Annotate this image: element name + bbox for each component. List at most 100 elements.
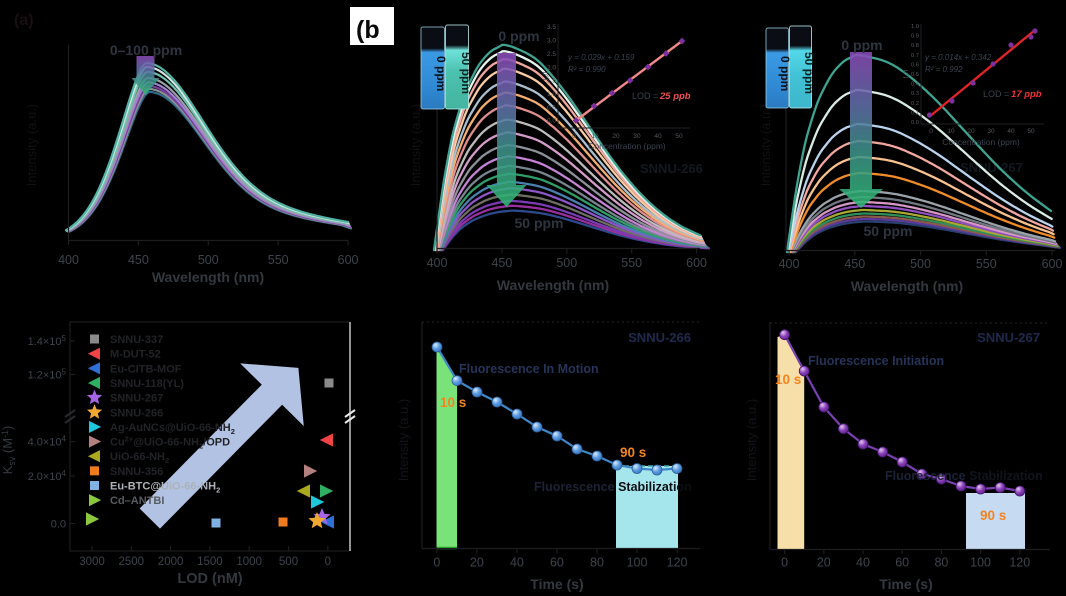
svg-text:3000: 3000 xyxy=(79,556,105,568)
svg-text:20: 20 xyxy=(967,128,975,135)
svg-text:4.0×104: 4.0×104 xyxy=(28,435,67,449)
svg-text:120: 120 xyxy=(667,556,688,570)
svg-text:100: 100 xyxy=(970,556,991,570)
svg-text:SNNU-266: SNNU-266 xyxy=(628,330,691,345)
svg-text:90 s: 90 s xyxy=(620,445,646,460)
svg-text:Concentration (ppm): Concentration (ppm) xyxy=(588,141,666,151)
svg-text:400: 400 xyxy=(427,256,448,270)
svg-text:80: 80 xyxy=(934,556,948,570)
svg-text:0: 0 xyxy=(572,133,576,140)
svg-text:500: 500 xyxy=(556,256,577,270)
svg-text:1.0: 1.0 xyxy=(547,91,556,98)
svg-text:0 ppm: 0 ppm xyxy=(498,28,539,44)
svg-text:30: 30 xyxy=(633,133,641,140)
svg-text:y = 0.014x + 0.342: y = 0.014x + 0.342 xyxy=(924,53,992,62)
svg-text:2.0: 2.0 xyxy=(547,64,556,71)
svg-text:Time (s): Time (s) xyxy=(530,576,583,592)
svg-text:1.4×105: 1.4×105 xyxy=(28,334,67,348)
svg-text:Time (s): Time (s) xyxy=(879,576,932,592)
svg-text:M-DUT-52: M-DUT-52 xyxy=(110,349,161,361)
svg-text:0.0: 0.0 xyxy=(51,519,66,531)
svg-text:450: 450 xyxy=(491,256,512,270)
svg-text:2500: 2500 xyxy=(119,556,145,568)
svg-text:R² = 0.990: R² = 0.990 xyxy=(568,65,606,74)
svg-text:0.1: 0.1 xyxy=(911,110,919,116)
svg-text:SNNU-267: SNNU-267 xyxy=(960,160,1023,175)
svg-text:50: 50 xyxy=(675,133,683,140)
svg-text:Ag-AuNCs@UiO-66-NH2: Ag-AuNCs@UiO-66-NH2 xyxy=(110,422,235,436)
svg-text:Cd–ANTBI: Cd–ANTBI xyxy=(110,495,164,507)
svg-text:SNNU-337: SNNU-337 xyxy=(110,334,163,346)
svg-text:0.7: 0.7 xyxy=(911,53,919,59)
svg-text:50 ppm: 50 ppm xyxy=(459,52,473,94)
svg-text:1.0: 1.0 xyxy=(911,24,919,30)
svg-text:SNNU-267: SNNU-267 xyxy=(977,330,1040,345)
svg-text:400: 400 xyxy=(779,257,800,271)
svg-text:10 s: 10 s xyxy=(440,395,466,410)
svg-text:Fluorescence In Motion: Fluorescence In Motion xyxy=(459,362,599,376)
svg-text:0.5: 0.5 xyxy=(547,104,556,111)
svg-text:2000: 2000 xyxy=(158,556,184,568)
svg-text:50 ppm: 50 ppm xyxy=(802,52,816,94)
svg-text:Intensity (a.u.): Intensity (a.u.) xyxy=(408,104,423,186)
svg-text:50 ppm: 50 ppm xyxy=(863,223,912,239)
svg-text:20: 20 xyxy=(612,133,620,140)
svg-text:0.0: 0.0 xyxy=(547,118,556,125)
svg-text:Intensity (a.u.): Intensity (a.u.) xyxy=(744,399,759,481)
svg-text:500: 500 xyxy=(279,556,298,568)
svg-text:0.9: 0.9 xyxy=(911,34,919,40)
svg-text:40: 40 xyxy=(510,556,524,570)
svg-text:0: 0 xyxy=(433,556,440,570)
svg-text:0.8: 0.8 xyxy=(911,43,919,49)
svg-text:450: 450 xyxy=(844,257,865,271)
svg-text:20: 20 xyxy=(817,556,831,570)
svg-text:0–100 ppm: 0–100 ppm xyxy=(110,42,182,58)
svg-text:10 s: 10 s xyxy=(775,372,801,387)
svg-text:3.5: 3.5 xyxy=(547,24,556,31)
svg-text:Intensity (a.u.): Intensity (a.u.) xyxy=(396,399,411,481)
svg-text:400: 400 xyxy=(58,253,79,267)
svg-text:550: 550 xyxy=(621,256,642,270)
svg-text:0.2: 0.2 xyxy=(911,101,919,107)
svg-text:SNNU-267: SNNU-267 xyxy=(110,393,163,405)
svg-text:100: 100 xyxy=(627,556,648,570)
svg-text:0: 0 xyxy=(929,128,933,135)
svg-text:Fluorescence Stabilization: Fluorescence Stabilization xyxy=(885,469,1043,483)
svg-text:10: 10 xyxy=(947,128,955,135)
svg-text:0: 0 xyxy=(325,556,331,568)
svg-text:Eu-BTC@UiO-66-NH2: Eu-BTC@UiO-66-NH2 xyxy=(110,481,220,495)
svg-text:Wavelength (nm): Wavelength (nm) xyxy=(152,269,264,285)
svg-text:20: 20 xyxy=(470,556,484,570)
svg-text:R² = 0.992: R² = 0.992 xyxy=(925,65,963,74)
svg-text:SNNU-356: SNNU-356 xyxy=(110,466,163,478)
svg-text:Intensity (a.u.): Intensity (a.u.) xyxy=(758,104,773,186)
svg-text:LOD (nM): LOD (nM) xyxy=(177,571,242,587)
svg-text:UiO-66-NH2: UiO-66-NH2 xyxy=(110,451,169,465)
svg-text:40: 40 xyxy=(654,133,662,140)
svg-text:120: 120 xyxy=(1009,556,1030,570)
svg-text:10: 10 xyxy=(591,133,599,140)
svg-text:60: 60 xyxy=(895,556,909,570)
svg-text:Wavelength (nm): Wavelength (nm) xyxy=(497,277,609,293)
svg-text:Eu-CITB-MOF: Eu-CITB-MOF xyxy=(110,363,182,375)
svg-text:0 ppm: 0 ppm xyxy=(841,37,882,53)
svg-text:500: 500 xyxy=(910,257,931,271)
svg-text:450: 450 xyxy=(128,253,149,267)
svg-text:Fluorescence Stabilization: Fluorescence Stabilization xyxy=(534,480,692,494)
svg-text:0.4: 0.4 xyxy=(911,82,920,88)
svg-text:0.5: 0.5 xyxy=(911,72,919,78)
svg-text:I₀/I: I₀/I xyxy=(903,70,910,79)
svg-text:SNNU-266: SNNU-266 xyxy=(110,407,163,419)
svg-text:40: 40 xyxy=(1007,128,1015,135)
svg-text:600: 600 xyxy=(1042,257,1063,271)
svg-text:500: 500 xyxy=(198,253,219,267)
svg-text:0.0: 0.0 xyxy=(911,120,919,126)
svg-text:SNNU-266: SNNU-266 xyxy=(640,161,703,176)
svg-text:I₀/I: I₀/I xyxy=(543,72,550,81)
svg-text:25 ppb: 25 ppb xyxy=(659,91,691,102)
svg-text:1500: 1500 xyxy=(197,556,223,568)
svg-text:30: 30 xyxy=(987,128,995,135)
svg-text:3.0: 3.0 xyxy=(547,38,556,45)
svg-text:90 s: 90 s xyxy=(980,508,1006,523)
svg-text:1000: 1000 xyxy=(236,556,262,568)
